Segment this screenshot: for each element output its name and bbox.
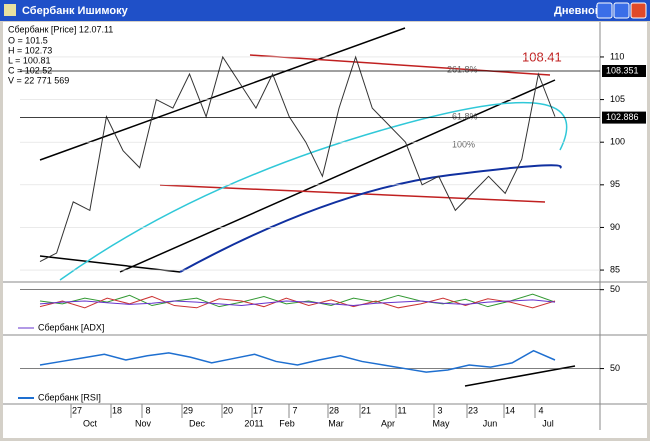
y-tick-label: 95 [610,179,620,189]
data-line [39,293,556,308]
close-button[interactable] [630,2,647,19]
marker-box [602,65,646,78]
marker-label: 108.351 [606,65,639,75]
app-icon [4,4,16,16]
window-title: Сбербанк Ишимоку [22,5,129,17]
y-tick-label: 100 [610,137,625,147]
data-line [39,299,556,307]
data-line [39,349,556,373]
info-line: C = 102.52 [8,65,52,75]
y-tick-label: 105 [610,94,625,104]
x-month-label: Nov [135,418,152,428]
minimize-button[interactable] [596,2,613,19]
y-tick-label: 90 [610,222,620,232]
x-day-label: 14 [505,405,515,415]
x-day-label: 20 [223,405,233,415]
fib-label: 61.8% [452,111,478,121]
x-day-label: 8 [145,405,150,415]
x-month-label: Jul [542,418,554,428]
x-day-label: 4 [538,405,543,415]
x-day-label: 11 [397,405,406,415]
info-line: L = 100.81 [8,55,50,65]
y-tick-label: 50 [610,363,620,373]
x-month-label: Feb [279,418,295,428]
trend-line [464,365,576,387]
x-month-label: 2011 [244,418,263,428]
x-day-label: 17 [253,405,263,415]
maximize-button[interactable] [613,2,630,19]
info-line: H = 102.73 [8,45,52,55]
trend-line [39,255,181,273]
x-day-label: 29 [183,405,193,415]
y-tick-label: 50 [610,284,620,294]
x-month-label: Jun [483,418,498,428]
x-day-label: 18 [112,405,122,415]
info-line: V = 22 771 569 [8,75,69,85]
x-month-label: Apr [381,418,395,428]
timeframe: Дневной [554,5,602,17]
x-month-label: Mar [328,418,344,428]
x-month-label: May [432,418,450,428]
fib-label: 100% [452,139,475,149]
ichimoku-line [179,164,562,273]
trend-line [39,27,406,161]
chart-area [3,22,647,438]
marker-box [602,111,646,124]
x-day-label: 3 [437,405,442,415]
fib-label: 261.8% [447,64,478,74]
y-tick-label: 85 [610,264,620,274]
x-day-label: 23 [468,405,478,415]
x-month-label: Dec [189,418,206,428]
x-day-label: 7 [292,405,297,415]
x-day-label: 21 [361,405,371,415]
trend-line [119,79,556,273]
title-bar [0,0,650,21]
x-month-label: Oct [83,418,98,428]
legend-label: Сбербанк [ADX] [38,322,104,332]
y-tick-label: 110 [610,51,624,61]
legend-label: Сбербанк [RSI] [38,392,101,402]
ichimoku-line [59,101,568,281]
info-line: O = 101.5 [8,35,48,45]
info-line: Сбербанк [Price] 12.07.11 [8,24,113,34]
marker-label: 102.886 [606,112,639,122]
x-day-label: 27 [72,405,82,415]
trend-line [249,54,551,76]
x-day-label: 28 [329,405,339,415]
data-line [39,55,556,262]
